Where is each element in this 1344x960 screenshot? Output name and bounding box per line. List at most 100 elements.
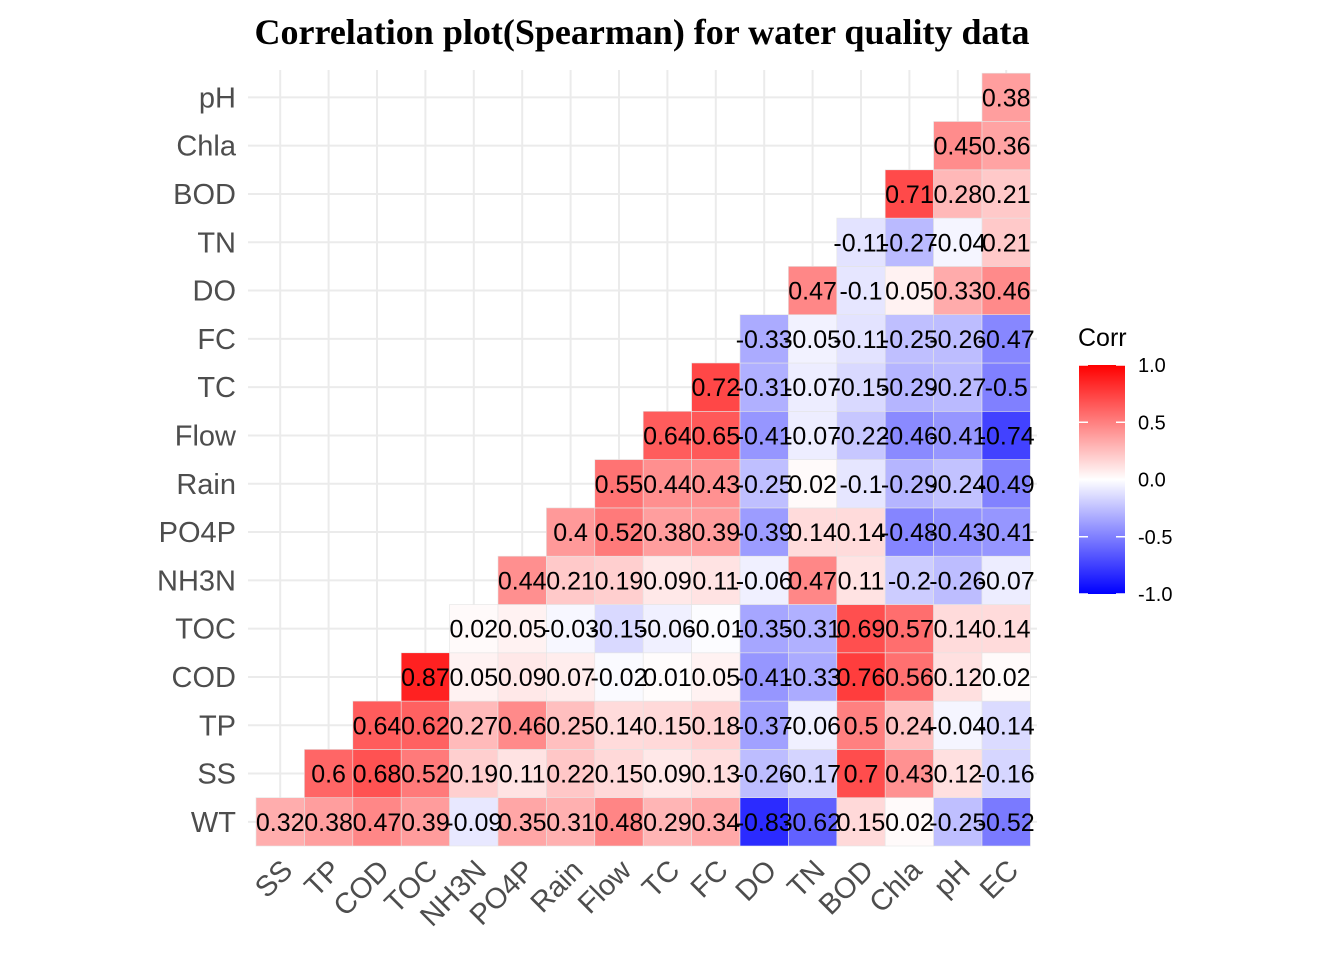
cell-value-label: 0.57 xyxy=(885,616,934,644)
cell-value-label: 0.22 xyxy=(546,761,595,789)
heatmap-cell xyxy=(836,604,886,654)
cell-value-label: 0.05 xyxy=(449,664,498,692)
heatmap-cell xyxy=(981,700,1031,750)
cell-value-label: -0.31 xyxy=(736,374,793,402)
cell-value-label: -0.33 xyxy=(784,664,841,692)
cell-value-label: 0.07 xyxy=(546,664,595,692)
y-tick-label: PO4P xyxy=(159,517,236,549)
cell-value-label: 0.02 xyxy=(885,809,934,837)
heatmap-cell xyxy=(449,797,499,847)
chart-title: Correlation plot(Spearman) for water qua… xyxy=(255,12,1030,52)
heatmap-cell xyxy=(400,652,450,702)
heatmap-cell xyxy=(981,749,1031,799)
cell-value-label: -0.47 xyxy=(978,326,1035,354)
cell-value-label: -0.62 xyxy=(784,809,841,837)
cell-value-label: -0.33 xyxy=(736,326,793,354)
cell-value-label: 0.6 xyxy=(311,761,346,789)
cell-value-label: 0.68 xyxy=(353,761,402,789)
cell-value-label: -0.43 xyxy=(929,519,986,547)
heatmap-cell xyxy=(981,362,1031,412)
heatmap-cell xyxy=(933,555,983,605)
heatmap-cell xyxy=(739,555,789,605)
y-tick-label: Rain xyxy=(176,469,236,501)
y-tick-label: COD xyxy=(172,662,236,694)
heatmap-cell xyxy=(981,314,1031,364)
heatmap-cell xyxy=(933,507,983,557)
heatmap-cell xyxy=(788,410,838,460)
legend-tick-label: 1.0 xyxy=(1138,355,1166,377)
cell-value-label: -0.25 xyxy=(929,809,986,837)
cell-value-label: -0.04 xyxy=(929,229,986,257)
legend-ticks: 1.0 0.5 0.0 -0.5 -1.0 xyxy=(1079,355,1172,606)
cell-value-label: 0.36 xyxy=(982,133,1031,161)
cell-value-label: 0.29 xyxy=(643,809,692,837)
heatmap-cell xyxy=(594,749,644,799)
cell-value-label: -0.29 xyxy=(881,374,938,402)
heatmap-cell xyxy=(594,459,644,509)
heatmap-cell xyxy=(691,362,741,412)
heatmap-cell xyxy=(691,652,741,702)
heatmap-cell xyxy=(739,362,789,412)
cell-value-label: -0.48 xyxy=(881,519,938,547)
heatmap-cell xyxy=(884,362,934,412)
heatmap-cell xyxy=(255,797,305,847)
heatmap-cell xyxy=(884,652,934,702)
cell-value-label: 0.21 xyxy=(546,567,595,595)
cell-value-label: -0.07 xyxy=(978,567,1035,595)
heatmap-cell xyxy=(981,507,1031,557)
cell-value-label: 0.7 xyxy=(844,761,879,789)
legend: Corr 1.0 0.5 0.0 -0.5 -1.0 xyxy=(1078,324,1172,606)
heatmap-cell xyxy=(497,797,547,847)
cell-value-label: 0.56 xyxy=(885,664,934,692)
heatmap-cell xyxy=(594,797,644,847)
cell-value-label: 0.52 xyxy=(595,519,644,547)
heatmap-cell xyxy=(981,459,1031,509)
cell-value-label: -0.31 xyxy=(784,616,841,644)
cell-value-label: -0.07 xyxy=(784,374,841,402)
heatmap-cell xyxy=(449,604,499,654)
heatmap-cell xyxy=(788,459,838,509)
heatmap-cell xyxy=(497,652,547,702)
heatmap-cell xyxy=(546,652,596,702)
cell-value-label: 0.05 xyxy=(498,616,547,644)
heatmap-cell xyxy=(788,362,838,412)
cell-value-label: -0.04 xyxy=(929,712,986,740)
cell-value-label: 0.39 xyxy=(691,519,740,547)
cell-value-label: 0.09 xyxy=(643,567,692,595)
cell-value-label: -0.1 xyxy=(839,278,882,306)
heatmap-cell xyxy=(884,604,934,654)
cell-value-label: 0.64 xyxy=(353,712,402,740)
heatmap-cell xyxy=(884,410,934,460)
heatmap-cell xyxy=(788,604,838,654)
cell-value-label: 0.35 xyxy=(498,809,547,837)
heatmap-cell xyxy=(594,604,644,654)
heatmap-cell xyxy=(594,555,644,605)
cell-value-label: -0.27 xyxy=(929,374,986,402)
heatmap-cell xyxy=(497,555,547,605)
x-tick-label: BOD xyxy=(813,854,880,921)
cell-value-label: 0.05 xyxy=(691,664,740,692)
heatmap-cell xyxy=(836,749,886,799)
heatmap-cell xyxy=(449,749,499,799)
cell-value-label: 0.47 xyxy=(353,809,402,837)
heatmap-cell xyxy=(981,652,1031,702)
cell-value-label: -0.03 xyxy=(542,616,599,644)
cell-value-label: 0.38 xyxy=(982,84,1031,112)
cell-value-label: 0.01 xyxy=(643,664,692,692)
cell-value-label: 0.15 xyxy=(643,712,692,740)
heatmap-cell xyxy=(642,749,692,799)
cell-value-label: -0.41 xyxy=(736,422,793,450)
cell-value-label: -0.06 xyxy=(736,567,793,595)
cell-value-label: -0.06 xyxy=(639,616,696,644)
cell-value-label: 0.24 xyxy=(885,712,934,740)
cell-value-label: -0.05 xyxy=(784,326,841,354)
heatmap-cell xyxy=(691,555,741,605)
legend-tick-label: -1.0 xyxy=(1138,584,1172,606)
cell-value-label: 0.44 xyxy=(643,471,692,499)
cell-value-label: -0.2 xyxy=(888,567,931,595)
cell-value-label: 0.39 xyxy=(401,809,450,837)
heatmap-cell xyxy=(933,314,983,364)
cell-value-label: 0.21 xyxy=(982,229,1031,257)
legend-tick-label: -0.5 xyxy=(1138,527,1172,549)
